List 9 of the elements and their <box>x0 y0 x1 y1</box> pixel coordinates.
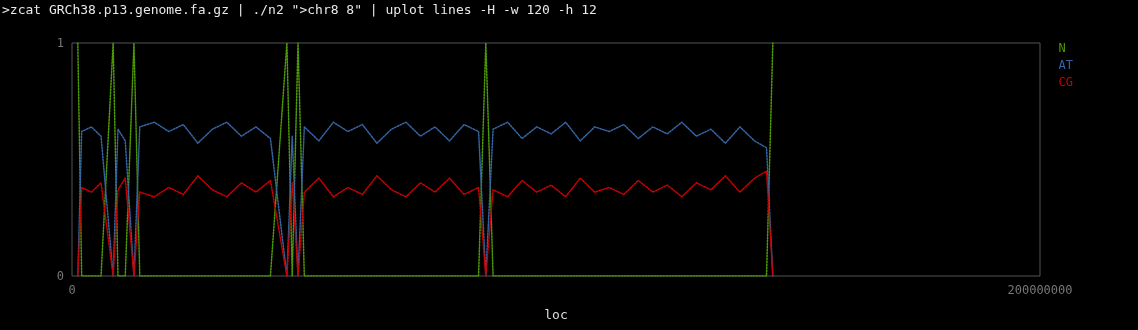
x-axis-title: loc <box>544 307 568 322</box>
chart-title: >zcat GRCh38.p13.genome.fa.gz | ./n2 ">chr8 8" | uplot lines -H -w 120 -h 12 <box>2 2 597 17</box>
text: N <box>1058 41 1066 55</box>
x-tick-label: 200000000 <box>1007 283 1073 297</box>
line-series <box>77 121 774 277</box>
text: CG <box>1058 75 1073 89</box>
text: AT <box>1058 58 1073 72</box>
line-series <box>77 170 774 277</box>
y-tick-label: 1 <box>56 36 64 50</box>
